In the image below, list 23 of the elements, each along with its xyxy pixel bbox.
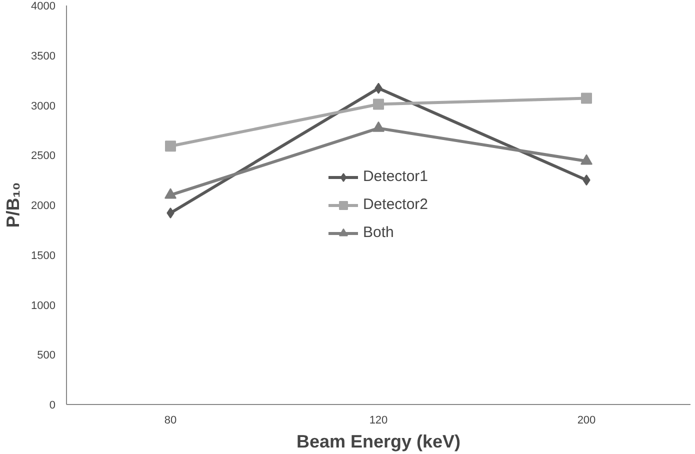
y-axis-title: P/B₁₀ — [3, 182, 24, 228]
y-tick-label: 1500 — [31, 250, 56, 262]
y-tick-label: 0 — [49, 400, 56, 412]
x-tick-label: 80 — [164, 414, 177, 426]
legend-label: Both — [362, 224, 394, 241]
legend-label: Detector1 — [362, 168, 428, 185]
y-tick-label: 1000 — [31, 300, 56, 312]
point — [580, 154, 592, 165]
y-tick-label: 3000 — [31, 100, 56, 112]
x-tick-label: 200 — [577, 414, 596, 426]
y-tick-label: 500 — [37, 350, 56, 362]
point — [372, 121, 384, 132]
point — [373, 98, 384, 110]
y-tick-label: 3500 — [31, 50, 56, 62]
y-tick-label: 4000 — [31, 0, 56, 12]
point — [164, 188, 176, 199]
legend-label: Detector2 — [362, 196, 428, 213]
x-tick-label: 120 — [369, 414, 388, 426]
y-tick-label: 2000 — [31, 200, 56, 212]
point — [581, 92, 592, 104]
y-tick-label: 2500 — [31, 150, 56, 162]
point — [165, 140, 176, 152]
x-axis-title: Beam Energy (keV) — [296, 432, 461, 452]
